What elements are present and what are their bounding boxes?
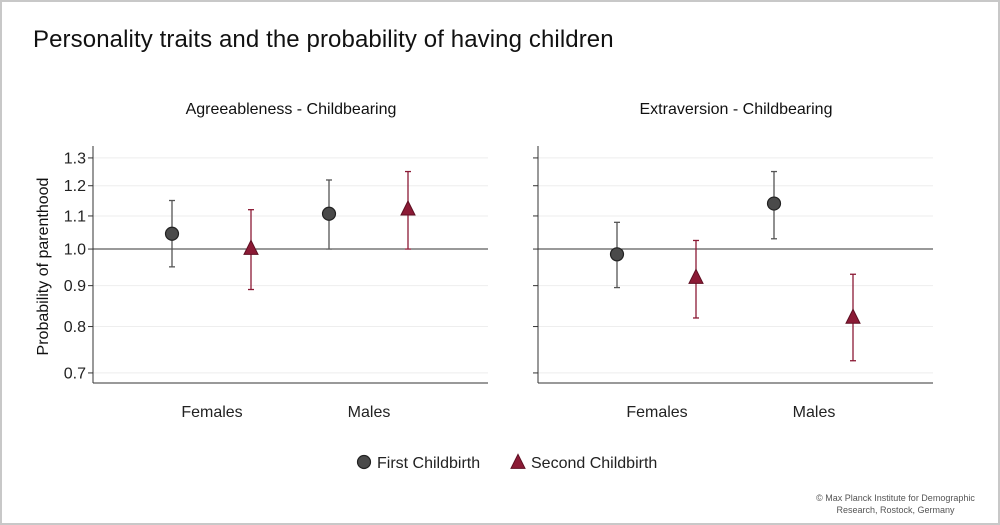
x-category-label: Males — [348, 404, 391, 421]
legend-marker-second-childbirth — [510, 453, 526, 469]
y-tick-label: 0.9 — [64, 278, 86, 295]
data-point-second-childbirth — [243, 239, 259, 255]
data-point-second-childbirth — [845, 308, 861, 324]
data-point-first-childbirth — [766, 196, 782, 211]
x-category-label: Females — [626, 404, 687, 421]
y-axis-label: Probability of parenthood — [35, 178, 52, 356]
y-tick-label: 0.8 — [64, 319, 86, 336]
panel-title: Agreeableness - Childbearing — [186, 101, 397, 118]
data-point-first-childbirth — [321, 206, 337, 221]
y-tick-label: 1.0 — [64, 242, 86, 259]
credit-text: © Max Planck Institute for Demographic R… — [816, 493, 975, 515]
y-tick-label: 1.2 — [64, 178, 86, 195]
y-tick-label: 1.1 — [64, 208, 86, 225]
data-point-second-childbirth — [400, 199, 416, 216]
legend-marker-first-childbirth — [356, 454, 372, 470]
legend-label: First Childbirth — [377, 455, 480, 472]
chart-title: Personality traits and the probability o… — [33, 26, 614, 53]
data-point-first-childbirth — [164, 226, 180, 241]
data-point-second-childbirth — [688, 268, 704, 284]
y-tick-label: 0.7 — [64, 365, 86, 382]
x-category-label: Males — [793, 404, 836, 421]
panel-title: Extraversion - Childbearing — [640, 101, 833, 118]
legend-label: Second Childbirth — [531, 455, 657, 472]
data-point-first-childbirth — [609, 247, 625, 262]
y-tick-label: 1.3 — [64, 150, 86, 167]
x-category-label: Females — [181, 404, 242, 421]
